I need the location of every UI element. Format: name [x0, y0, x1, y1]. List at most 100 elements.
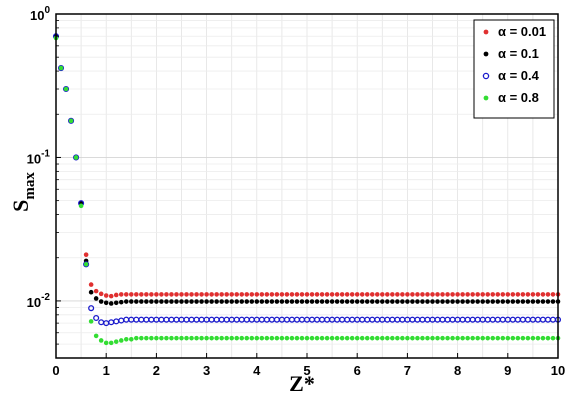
data-point: [224, 299, 229, 304]
data-point: [390, 335, 395, 341]
data-point: [78, 203, 84, 209]
data-point: [98, 299, 104, 304]
data-point: [500, 335, 506, 341]
data-point: [420, 292, 425, 297]
data-point: [229, 335, 234, 341]
data-point: [480, 335, 486, 341]
x-tick-label: 2: [153, 363, 160, 378]
legend-label: α = 0.4: [498, 68, 540, 83]
data-point: [324, 335, 330, 341]
data-point: [113, 339, 119, 344]
data-point: [344, 292, 350, 297]
data-point: [284, 292, 290, 297]
data-point: [495, 292, 501, 297]
data-point: [134, 299, 139, 304]
data-point: [219, 292, 224, 297]
data-point: [515, 292, 521, 297]
data-point: [189, 335, 194, 341]
data-point: [304, 335, 310, 341]
data-point: [209, 335, 214, 341]
data-point: [294, 335, 300, 341]
data-point: [420, 335, 425, 341]
data-point: [224, 292, 229, 297]
data-point: [184, 299, 189, 304]
data-point: [214, 299, 219, 304]
data-point: [374, 335, 380, 341]
data-point: [545, 292, 551, 297]
data-point: [520, 299, 526, 304]
data-point: [234, 335, 240, 341]
data-point: [359, 292, 365, 297]
data-point: [174, 335, 179, 341]
data-point: [364, 335, 370, 341]
data-point: [364, 292, 370, 297]
data-point: [314, 292, 320, 297]
data-point: [169, 299, 174, 304]
data-point: [149, 299, 154, 304]
data-point: [309, 299, 315, 304]
data-point: [264, 299, 270, 304]
data-point: [450, 335, 455, 341]
data-point: [244, 292, 250, 297]
data-point: [364, 299, 370, 304]
data-point: [450, 299, 455, 304]
data-point: [219, 335, 224, 341]
data-point: [118, 292, 124, 297]
data-point: [57, 64, 65, 72]
data-point: [108, 301, 114, 306]
data-point: [415, 335, 420, 341]
data-point: [123, 292, 129, 297]
data-point: [440, 292, 445, 297]
data-point: [103, 300, 109, 306]
data-point: [118, 338, 124, 343]
x-tick-label: 10: [551, 363, 565, 378]
data-point: [455, 299, 460, 304]
data-point: [385, 292, 390, 297]
data-point: [354, 335, 360, 341]
data-point: [113, 300, 119, 306]
data-point: [204, 299, 209, 304]
data-point: [485, 299, 491, 304]
data-point: [490, 299, 496, 304]
data-point: [309, 292, 315, 297]
data-point: [515, 335, 521, 341]
data-point: [129, 292, 134, 297]
data-point: [249, 299, 255, 304]
data-point: [244, 335, 250, 341]
data-point: [68, 118, 74, 124]
data-point: [259, 299, 265, 304]
data-point: [369, 292, 375, 297]
data-point: [480, 299, 486, 304]
data-point: [349, 299, 355, 304]
data-point: [279, 292, 285, 297]
x-axis-ticks: 0 1 2 3 4 5 6 7 8 9 10: [52, 353, 565, 378]
data-point: [445, 299, 450, 304]
data-point: [103, 340, 109, 346]
data-point: [83, 252, 89, 257]
data-point: [420, 299, 425, 304]
y-tick-label-base: 10: [30, 8, 44, 23]
data-point: [445, 292, 450, 297]
data-point: [415, 292, 420, 297]
data-point: [289, 335, 295, 341]
data-point: [264, 335, 270, 341]
data-point: [144, 292, 149, 297]
data-point: [515, 299, 521, 304]
series-3: [52, 33, 562, 327]
data-point: [550, 335, 556, 341]
data-point: [98, 291, 104, 297]
data-point: [314, 299, 320, 304]
data-point: [425, 299, 430, 304]
data-point: [385, 335, 390, 341]
data-point: [324, 292, 330, 297]
data-point: [88, 289, 94, 295]
data-point: [149, 292, 154, 297]
data-point: [254, 299, 260, 304]
data-point: [93, 296, 99, 301]
data-point: [179, 299, 184, 304]
data-point: [164, 292, 169, 297]
data-point: [395, 335, 400, 341]
data-point: [259, 335, 265, 341]
y-tick-label: 10-2: [27, 292, 51, 310]
data-point: [369, 335, 375, 341]
